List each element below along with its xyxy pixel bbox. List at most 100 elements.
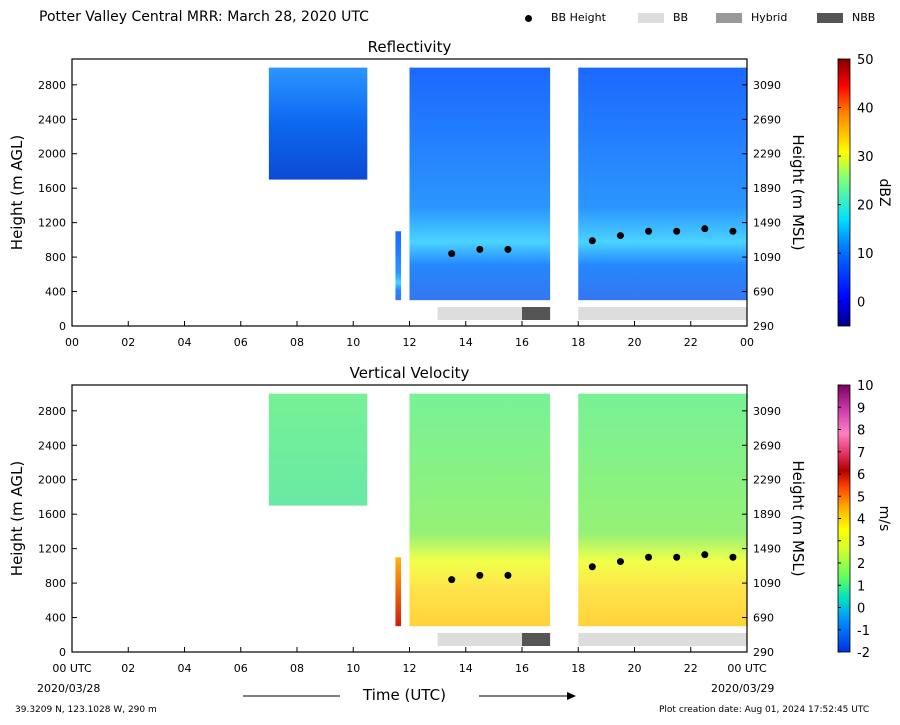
y-axis-label-right: Height (m MSL) [789,460,807,576]
x-tick-label: 16 [515,336,529,349]
y-tick-label: 2400 [38,439,66,452]
bb-height-point [476,571,484,579]
colorbar-tick-label: 30 [857,150,874,165]
bb-height-point [504,571,512,579]
y-tick-label: 1600 [38,508,66,521]
y-tick-label: 400 [45,286,66,299]
bb-height-point [588,563,596,571]
colorbar-tick-label: 50 [857,53,874,68]
colorbar-tick-label: 6 [857,468,865,483]
colorbar-tick-label: 0 [857,602,865,617]
bb-height-point [645,227,653,235]
echo-segment [578,393,747,627]
bb-height-point [729,553,737,561]
bb-height-point [476,245,484,253]
bb-height-point [729,227,737,235]
y-axis-label: Height (m AGL) [8,461,26,576]
end-date-label: 2020/03/29 [711,682,775,695]
echo-segment [578,67,747,301]
colorbar-tick-label: 1 [857,579,865,594]
colorbar-tick-label: 7 [857,446,865,461]
y-tick-label-right: 3090 [753,405,781,418]
mrr-charts: Reflectivity0400800120016002000240028002… [8,38,892,675]
y-axis-label: Height (m AGL) [8,135,26,250]
y-tick-label-right: 2290 [753,148,781,161]
y-tick-label-right: 2290 [753,474,781,487]
legend-label-bb-height: BB Height [551,11,606,24]
x-tick-label: 00 UTC [52,662,92,675]
y-tick-label-right: 1090 [753,251,781,264]
creation-date-label: Plot creation date: Aug 01, 2024 17:52:4… [659,705,870,715]
colorbar-tick-label: -1 [857,624,870,639]
y-tick-label: 1600 [38,182,66,195]
x-tick-label: 22 [684,336,698,349]
colorbar-tick-label: 8 [857,424,865,439]
legend-label-bb: BB [673,11,689,24]
location-label: 39.3209 N, 123.1028 W, 290 m [15,705,157,715]
class-bar-bb [578,307,747,320]
x-tick-label: 20 [628,336,642,349]
y-tick-label: 2800 [38,79,66,92]
class-bar-bb [437,633,522,646]
colorbar-tick-label: 5 [857,490,865,505]
bb-height-point [448,250,456,258]
y-tick-label: 0 [59,646,66,659]
x-tick-label: 04 [178,662,192,675]
legend-swatch-bb [638,13,664,23]
x-tick-label: 08 [290,336,304,349]
class-bar-bb [437,307,522,320]
y-tick-label: 2000 [38,474,66,487]
colorbar-tick-label: 20 [857,199,874,214]
y-tick-label-right: 1890 [753,508,781,521]
legend-swatch-nbb [817,13,843,23]
echo-segment [409,67,551,301]
class-bar-bb [578,633,747,646]
bb-height-point [588,237,596,245]
y-tick-label-right: 3090 [753,79,781,92]
colorbar-tick-label: 40 [857,102,874,117]
y-tick-label-right: 1890 [753,182,781,195]
y-tick-label: 1200 [38,217,66,230]
x-tick-label: 12 [403,662,417,675]
panel-title: Vertical Velocity [350,364,470,382]
x-tick-label: 00 [65,336,79,349]
y-tick-label-right: 2690 [753,439,781,452]
echo-segment [268,393,368,506]
class-bar-nbb [522,307,551,320]
x-tick-label: 02 [121,662,135,675]
x-tick-label: 14 [459,336,473,349]
colorbar-tick-label: -2 [857,646,870,661]
x-tick-label: 00 UTC [727,662,767,675]
legend-label-hybrid: Hybrid [751,11,788,24]
arrow-right-icon [567,692,576,700]
echo-segment [395,557,402,627]
x-axis-title: Time (UTC) [363,686,446,704]
x-tick-label: 06 [234,662,248,675]
y-tick-label: 800 [45,251,66,264]
class-bar-nbb [522,633,551,646]
bb-height-point [701,225,709,233]
y-tick-label-right: 290 [753,320,774,333]
y-tick-label-right: 1490 [753,217,781,230]
x-tick-label: 20 [628,662,642,675]
colorbar-label: dBZ [876,178,892,206]
bb-height-point [673,553,681,561]
x-tick-label: 02 [121,336,135,349]
colorbar-tick-label: 10 [857,247,874,262]
legend-swatch-hybrid [716,13,742,23]
x-tick-label: 10 [346,336,360,349]
echo-segment [395,231,402,301]
y-tick-label-right: 290 [753,646,774,659]
y-tick-label: 2000 [38,148,66,161]
bb-height-point [616,232,624,240]
panel-1: Vertical Velocity04008001200160020002400… [8,364,892,675]
colorbar-tick-label: 4 [857,513,865,528]
y-tick-label-right: 690 [753,612,774,625]
y-tick-label: 0 [59,320,66,333]
y-tick-label: 2800 [38,405,66,418]
y-axis-label-right: Height (m MSL) [789,134,807,250]
bb-height-point [673,227,681,235]
x-tick-label: 10 [346,662,360,675]
echo-segment [268,67,368,180]
bb-height-point [448,576,456,584]
